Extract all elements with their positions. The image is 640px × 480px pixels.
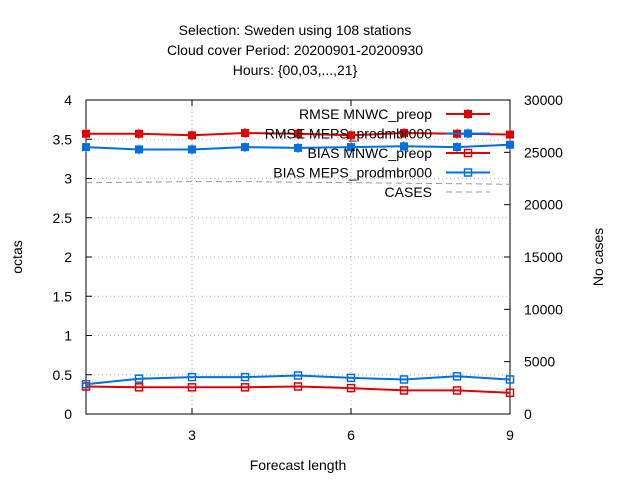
y-tick-label: 3.5 bbox=[53, 131, 73, 147]
data-point bbox=[399, 386, 409, 395]
y-tick-label: 2.5 bbox=[53, 210, 73, 226]
data-point bbox=[240, 372, 250, 382]
data-point bbox=[240, 383, 250, 392]
legend-label: RMSE MNWC_preop bbox=[299, 106, 432, 122]
y-tick-label: 0 bbox=[64, 406, 72, 422]
y-tick-label: 2 bbox=[64, 249, 72, 265]
y2-tick-label: 0 bbox=[524, 406, 532, 422]
data-point bbox=[452, 372, 462, 381]
data-point bbox=[134, 374, 144, 383]
y2-tick-label: 10000 bbox=[524, 301, 563, 317]
y-axis-label: octas bbox=[9, 240, 25, 273]
data-point bbox=[346, 373, 356, 383]
y2-tick-label: 25000 bbox=[524, 144, 563, 160]
grid bbox=[86, 100, 510, 414]
data-point bbox=[505, 388, 515, 398]
data-point bbox=[187, 372, 197, 382]
data-point bbox=[293, 382, 303, 391]
y2-tick-label: 20000 bbox=[524, 197, 563, 213]
title-line: Selection: Sweden using 108 stations bbox=[179, 22, 412, 38]
legend-marker bbox=[463, 168, 473, 177]
data-point bbox=[452, 386, 462, 395]
legend-label: BIAS MEPS_prodmbr000 bbox=[273, 165, 432, 181]
y2-tick-label: 30000 bbox=[524, 92, 563, 108]
x-axis-label: Forecast length bbox=[250, 457, 347, 473]
x-tick-label: 9 bbox=[506, 427, 514, 443]
y-tick-label: 4 bbox=[64, 92, 72, 108]
series bbox=[81, 127, 515, 398]
y-tick-label: 1.5 bbox=[53, 288, 73, 304]
y2-tick-label: 15000 bbox=[524, 249, 563, 265]
title-line: Cloud cover Period: 20200901-20200930 bbox=[167, 42, 423, 58]
data-point bbox=[187, 383, 197, 392]
legend-marker bbox=[463, 148, 473, 158]
axes: 3 6 900.511.522.533.5405000100001500020000… bbox=[53, 92, 564, 443]
chart-title: Selection: Sweden using 108 stations Clou… bbox=[167, 22, 423, 78]
series-line bbox=[85, 181, 511, 185]
legend-label: BIAS MNWC_preop bbox=[308, 145, 433, 161]
legend-label: CASES bbox=[385, 184, 432, 200]
series-line bbox=[85, 385, 511, 394]
y-tick-label: 0.5 bbox=[53, 367, 73, 383]
y2-tick-label: 5000 bbox=[524, 354, 555, 370]
legend: RMSE MNWC_preop RMSE MEPS_prodmbr000 BIAS … bbox=[265, 106, 490, 200]
x-tick-label: 3 bbox=[188, 427, 196, 443]
series-line bbox=[85, 374, 511, 386]
data-point bbox=[81, 379, 91, 389]
data-point bbox=[399, 375, 409, 384]
data-point bbox=[505, 375, 515, 384]
data-point bbox=[134, 383, 144, 392]
y-tick-label: 1 bbox=[64, 328, 72, 344]
legend-label: RMSE MEPS_prodmbr000 bbox=[265, 126, 433, 142]
data-point bbox=[293, 371, 303, 380]
y2-axis-label: No cases bbox=[590, 228, 606, 286]
title-line: Hours: {00,03,...,21} bbox=[233, 62, 358, 78]
x-tick-label: 6 bbox=[347, 427, 355, 443]
y-tick-label: 3 bbox=[64, 171, 72, 187]
data-point bbox=[346, 383, 356, 393]
